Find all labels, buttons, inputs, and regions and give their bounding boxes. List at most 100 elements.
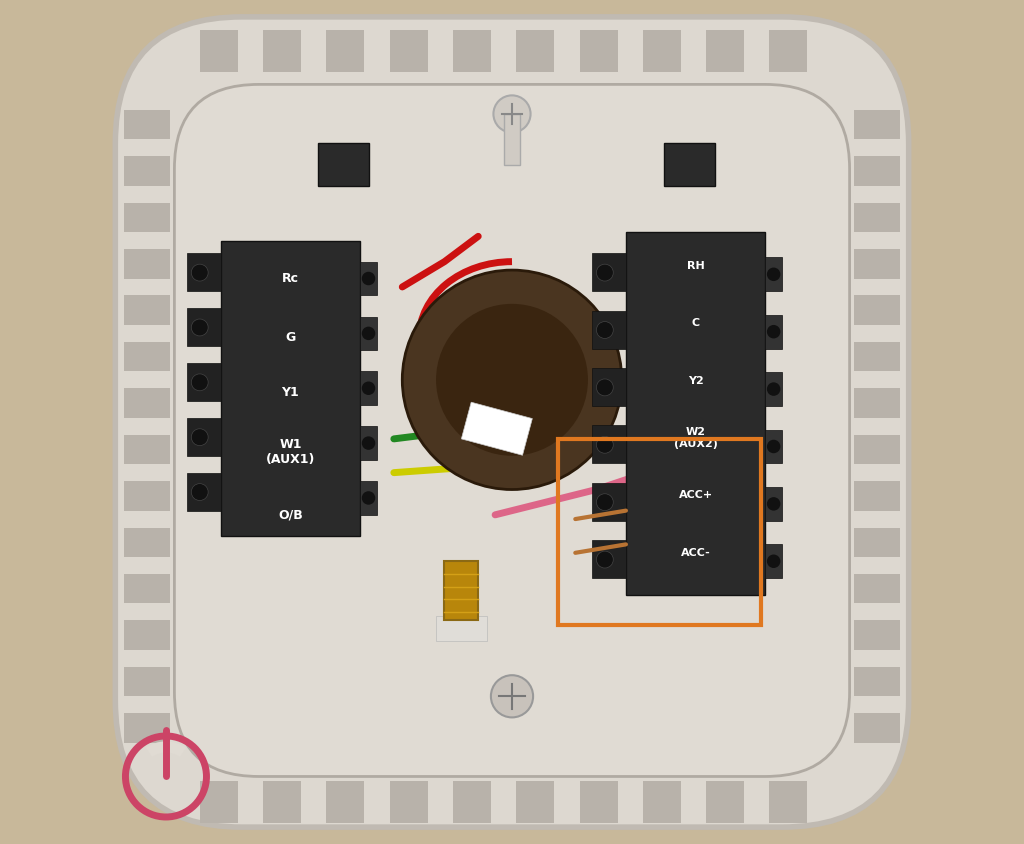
Circle shape bbox=[361, 381, 375, 395]
Circle shape bbox=[191, 319, 208, 336]
Bar bbox=[854, 620, 900, 650]
Bar bbox=[200, 781, 238, 823]
Bar bbox=[580, 781, 617, 823]
Bar bbox=[124, 481, 170, 511]
Bar bbox=[389, 30, 428, 72]
Bar bbox=[327, 781, 365, 823]
Text: O/B: O/B bbox=[279, 508, 303, 522]
Bar bbox=[124, 574, 170, 603]
Bar bbox=[854, 388, 900, 418]
Bar bbox=[580, 30, 617, 72]
Bar bbox=[124, 295, 170, 325]
Bar bbox=[854, 295, 900, 325]
Bar bbox=[592, 368, 626, 406]
Bar bbox=[124, 342, 170, 371]
Bar bbox=[592, 540, 626, 578]
Bar bbox=[516, 781, 554, 823]
Bar bbox=[504, 114, 520, 165]
Text: Y2: Y2 bbox=[688, 376, 703, 386]
Bar bbox=[592, 253, 626, 291]
Bar bbox=[626, 232, 765, 595]
Circle shape bbox=[490, 675, 534, 717]
Bar bbox=[360, 316, 377, 350]
Bar bbox=[200, 30, 238, 72]
Bar bbox=[187, 308, 221, 346]
Bar bbox=[360, 481, 377, 515]
Bar bbox=[187, 363, 221, 401]
Point bbox=[506, 99, 518, 109]
Bar bbox=[124, 203, 170, 232]
Text: Rc: Rc bbox=[282, 272, 299, 285]
Bar bbox=[124, 249, 170, 279]
Circle shape bbox=[596, 494, 613, 511]
Bar bbox=[558, 439, 761, 625]
Circle shape bbox=[596, 551, 613, 568]
Bar bbox=[769, 30, 807, 72]
Bar bbox=[765, 430, 782, 463]
Bar bbox=[124, 110, 170, 139]
Circle shape bbox=[767, 497, 780, 511]
Circle shape bbox=[191, 484, 208, 500]
Text: C: C bbox=[691, 318, 699, 328]
Point bbox=[516, 109, 528, 119]
Bar bbox=[664, 143, 715, 186]
Circle shape bbox=[361, 272, 375, 285]
Circle shape bbox=[767, 440, 780, 453]
Bar bbox=[854, 574, 900, 603]
Circle shape bbox=[436, 304, 588, 456]
Bar bbox=[592, 425, 626, 463]
Text: Y1: Y1 bbox=[282, 386, 299, 399]
Bar bbox=[124, 620, 170, 650]
FancyBboxPatch shape bbox=[174, 84, 850, 776]
Bar bbox=[462, 403, 532, 455]
Bar bbox=[707, 30, 744, 72]
Bar bbox=[765, 257, 782, 291]
Bar bbox=[453, 30, 490, 72]
Circle shape bbox=[494, 95, 530, 133]
Bar bbox=[187, 253, 221, 291]
Bar bbox=[769, 781, 807, 823]
Bar bbox=[124, 528, 170, 557]
Bar bbox=[444, 561, 478, 620]
Bar bbox=[854, 342, 900, 371]
Bar bbox=[765, 315, 782, 349]
Circle shape bbox=[191, 429, 208, 446]
Bar bbox=[516, 30, 554, 72]
Circle shape bbox=[596, 322, 613, 338]
Bar bbox=[643, 781, 681, 823]
Bar bbox=[124, 156, 170, 186]
Bar bbox=[187, 418, 221, 456]
Text: W1
(AUX1): W1 (AUX1) bbox=[266, 437, 315, 466]
Bar bbox=[854, 713, 900, 743]
Bar bbox=[360, 262, 377, 295]
Bar bbox=[436, 616, 486, 641]
Circle shape bbox=[767, 555, 780, 568]
Bar bbox=[124, 435, 170, 464]
Text: RH: RH bbox=[687, 261, 705, 271]
Circle shape bbox=[191, 264, 208, 281]
Circle shape bbox=[767, 268, 780, 281]
Bar bbox=[124, 713, 170, 743]
Circle shape bbox=[596, 264, 613, 281]
Bar bbox=[592, 311, 626, 349]
Bar bbox=[765, 544, 782, 578]
Bar bbox=[854, 481, 900, 511]
Text: ACC-: ACC- bbox=[681, 548, 711, 558]
Circle shape bbox=[191, 374, 208, 391]
Bar bbox=[124, 388, 170, 418]
Bar bbox=[124, 667, 170, 696]
Bar bbox=[360, 426, 377, 460]
Point bbox=[506, 119, 518, 129]
Text: G: G bbox=[286, 331, 296, 344]
Text: ACC+: ACC+ bbox=[679, 490, 713, 500]
Bar bbox=[707, 781, 744, 823]
Bar bbox=[592, 483, 626, 521]
Circle shape bbox=[361, 327, 375, 340]
Bar bbox=[765, 372, 782, 406]
Bar bbox=[854, 249, 900, 279]
Circle shape bbox=[361, 436, 375, 450]
Bar bbox=[187, 473, 221, 511]
Bar bbox=[643, 30, 681, 72]
Bar bbox=[263, 781, 301, 823]
Circle shape bbox=[596, 379, 613, 396]
